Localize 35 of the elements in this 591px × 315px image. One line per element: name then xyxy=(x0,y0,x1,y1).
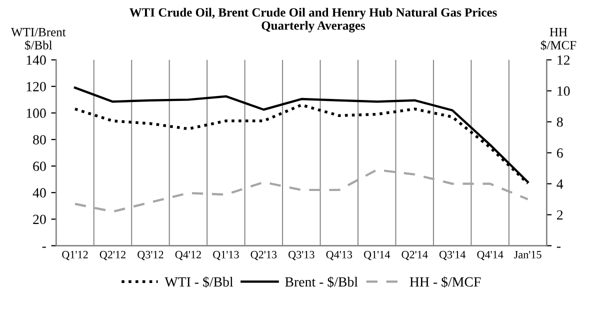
y-tick-label: 120 xyxy=(26,82,46,92)
x-tick-label: Q1'12 xyxy=(62,250,88,260)
x-tick-label: Q4'12 xyxy=(175,250,201,260)
x-tick-label: Q3'13 xyxy=(288,250,314,260)
y-tick-label: 100 xyxy=(26,108,46,118)
x-tick-label: Q2'14 xyxy=(402,250,428,260)
x-tick-label: Q4'13 xyxy=(326,250,352,260)
x-tick-label: Q2'13 xyxy=(250,250,277,260)
x-tick-label: Q1'14 xyxy=(364,250,390,260)
y-axis-title: WTI/Brent $/Bbl xyxy=(11,28,66,50)
y-tick-label: - xyxy=(42,246,46,248)
x-tick-label: Q4'14 xyxy=(477,250,504,260)
legend-label: Brent - $/Bbl xyxy=(285,276,358,288)
x-tick-label: Q2'12 xyxy=(100,250,126,260)
x-tick-label: Q3'14 xyxy=(439,250,466,260)
legend-label: WTI - $/Bbl xyxy=(164,276,234,288)
y2-tick-label: 6 xyxy=(556,148,563,158)
legend-label: HH - $/MCF xyxy=(410,276,481,288)
chart-title: WTI Crude Oil, Brent Crude Oil and Henry Hub Natural Gas Prices Quarterly Averages xyxy=(129,8,497,32)
y2-tick-label: 2 xyxy=(557,210,563,220)
y-tick-label: 40 xyxy=(32,188,46,198)
y2-tick-label: 10 xyxy=(558,86,570,96)
x-tick-label: Jan'15 xyxy=(514,250,542,258)
y2-tick-label: 8 xyxy=(556,117,563,127)
y-tick-label: 80 xyxy=(33,135,46,144)
x-tick-label: Q1'13 xyxy=(213,250,239,260)
y2-tick-label: 4 xyxy=(556,179,564,189)
line-series xyxy=(74,168,529,213)
y-tick-label: 60 xyxy=(33,162,46,172)
y2-tick-label: 12 xyxy=(558,55,570,65)
y-tick-label: 20 xyxy=(33,214,46,224)
x-tick-label: Q3'12 xyxy=(138,250,164,260)
y2-tick-label: - xyxy=(556,246,561,248)
y-tick-label: 140 xyxy=(26,55,46,65)
y2-axis-title: HH $/MCF xyxy=(540,28,576,50)
